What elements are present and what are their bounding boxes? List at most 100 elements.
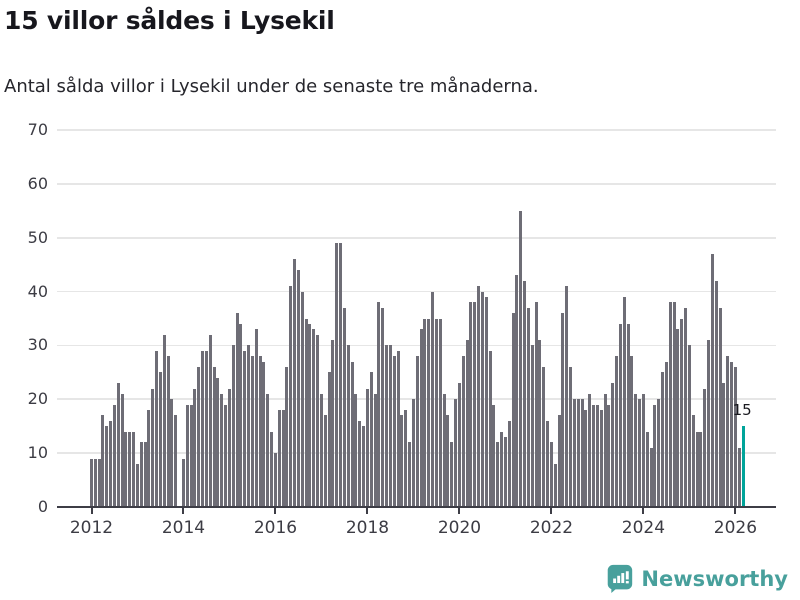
bar — [572, 399, 576, 507]
bar — [346, 345, 350, 507]
bar — [722, 383, 726, 507]
bar — [227, 388, 231, 507]
bar — [730, 361, 734, 507]
bar — [105, 426, 109, 507]
bar — [484, 296, 488, 507]
bar — [189, 404, 193, 507]
bar — [239, 323, 243, 507]
bar — [519, 210, 523, 507]
x-axis-tick — [734, 508, 737, 515]
x-axis-tick — [274, 508, 277, 515]
bar — [285, 366, 289, 507]
y-axis-tick-label: 60 — [27, 173, 48, 193]
x-axis-tick — [90, 508, 93, 515]
bar — [143, 442, 147, 507]
bar — [147, 410, 151, 507]
bar — [680, 318, 684, 507]
bar — [90, 458, 93, 507]
bar — [515, 275, 519, 507]
x-axis-tick-label: 2020 — [437, 518, 482, 538]
bar — [707, 340, 711, 507]
bar — [457, 383, 461, 507]
bar — [174, 415, 178, 507]
bar — [93, 458, 97, 507]
page-title: 15 villor såldes i Lysekil — [4, 6, 335, 35]
y-axis-tick-label: 40 — [27, 281, 48, 301]
y-axis-tick-label: 10 — [27, 443, 48, 463]
bar — [415, 356, 419, 507]
bar — [622, 296, 626, 507]
bar — [684, 307, 688, 507]
bar — [691, 415, 695, 507]
bar — [170, 399, 174, 507]
x-axis-tick — [550, 508, 553, 515]
newsworthy-logo-icon — [608, 564, 633, 593]
bar — [373, 393, 377, 507]
bar — [109, 420, 113, 507]
bar — [695, 431, 699, 507]
bar — [335, 243, 339, 507]
bar — [262, 361, 266, 507]
bar — [588, 393, 592, 507]
bar — [611, 383, 615, 507]
bar — [565, 286, 569, 507]
bar — [323, 415, 327, 507]
bar — [737, 447, 741, 507]
bar — [653, 404, 657, 507]
bar — [316, 334, 320, 507]
bar — [634, 393, 638, 507]
bar — [549, 442, 553, 507]
bar — [224, 404, 228, 507]
y-axis-tick-label: 50 — [27, 227, 48, 247]
bar — [714, 280, 718, 507]
x-axis-tick-label: 2022 — [529, 518, 574, 538]
bar — [377, 302, 381, 507]
bar — [258, 356, 262, 507]
chart-subtitle: Antal sålda villor i Lysekil under de se… — [4, 76, 539, 97]
bar — [204, 350, 208, 507]
x-axis-tick — [458, 508, 461, 515]
bar — [166, 356, 170, 507]
bar — [135, 463, 139, 507]
bar — [450, 442, 454, 507]
bar — [158, 372, 162, 507]
bar — [630, 356, 634, 507]
bar — [155, 350, 159, 507]
bar — [431, 291, 435, 507]
bar — [358, 420, 362, 507]
bar — [465, 340, 469, 507]
bar — [208, 334, 212, 507]
brand-footer: Newsworthy — [605, 563, 788, 594]
bar — [365, 388, 369, 507]
bar — [400, 415, 404, 507]
bar — [557, 415, 561, 507]
bar — [385, 345, 389, 507]
x-axis-tick-label: 2026 — [713, 518, 758, 538]
gridline — [57, 290, 776, 293]
bar — [247, 345, 251, 507]
gridline — [57, 236, 776, 239]
bar — [442, 393, 446, 507]
x-axis-tick — [182, 508, 185, 515]
bar — [503, 436, 507, 507]
bar — [220, 393, 224, 507]
bar — [132, 431, 136, 507]
bar — [687, 345, 691, 507]
bar — [369, 372, 373, 507]
gridline — [57, 344, 776, 347]
bar — [362, 426, 366, 507]
bar — [703, 388, 707, 507]
bar — [128, 431, 132, 507]
bar — [496, 442, 500, 507]
bar — [212, 366, 216, 507]
bar — [427, 318, 431, 507]
highlighted-bar — [741, 426, 745, 507]
bar — [626, 323, 630, 507]
bar — [561, 313, 565, 507]
bar — [507, 420, 511, 507]
bar — [281, 410, 285, 507]
bar — [235, 313, 239, 507]
bar — [193, 388, 197, 507]
bar — [511, 313, 515, 507]
y-axis-tick-label: 70 — [27, 120, 48, 139]
